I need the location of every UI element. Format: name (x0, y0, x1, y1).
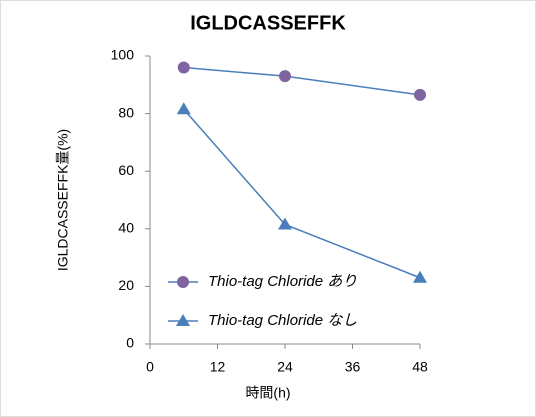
y-axis-label: IGLDCASSEFFK量(%) (55, 129, 71, 271)
x-tick-label: 48 (412, 359, 428, 375)
y-tick-label: 80 (118, 104, 134, 120)
x-tick-label: 24 (277, 359, 293, 375)
chart-title: IGLDCASSEFFK (190, 12, 346, 34)
legend-marker (176, 314, 190, 326)
legend-label: Thio-tag Chloride あり (208, 273, 357, 290)
x-tick-label: 36 (345, 359, 361, 375)
marker (176, 102, 191, 115)
marker (414, 88, 426, 101)
x-tick-label: 12 (210, 359, 226, 375)
legend-label: Thio-tag Chloride なし (208, 312, 357, 329)
x-axis-label: 時間(h) (245, 385, 290, 401)
legend-marker (177, 276, 189, 288)
y-tick-label: 0 (126, 335, 134, 351)
marker (278, 217, 292, 230)
marker (177, 61, 190, 74)
y-tick-label: 40 (118, 220, 134, 236)
x-tick-label: 0 (146, 359, 154, 375)
y-tick-label: 60 (118, 162, 134, 178)
y-tick-label: 100 (111, 47, 135, 63)
marker (279, 70, 291, 83)
marker (413, 270, 427, 283)
y-tick-label: 20 (118, 277, 134, 293)
